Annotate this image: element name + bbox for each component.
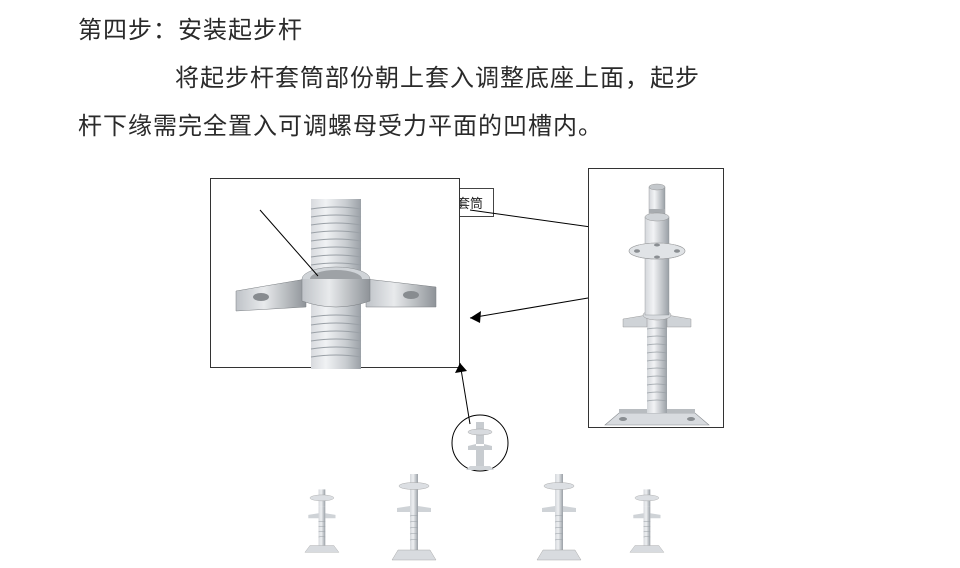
step-heading: 第四步：安装起步杆 <box>78 10 303 45</box>
body-line-1: 将起步杆套筒部份朝上套入调整底座上面，起步 <box>175 58 700 93</box>
assembly-illustration <box>589 169 725 429</box>
diagram-area: 受力平面 主架套筒 <box>0 158 960 564</box>
bottom-row <box>0 458 960 568</box>
body-line-2: 杆下缘需完全置入可调螺母受力平面的凹槽内。 <box>78 106 603 141</box>
panel-assembly <box>588 168 724 428</box>
